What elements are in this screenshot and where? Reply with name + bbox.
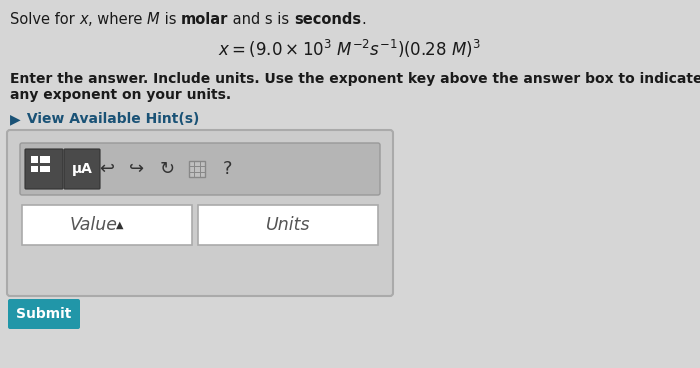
- FancyBboxPatch shape: [7, 130, 393, 296]
- Bar: [40, 166, 50, 172]
- Text: $x = (9.0 \times 10^3\ M^{-2}s^{-1})(0.28\ M)^3$: $x = (9.0 \times 10^3\ M^{-2}s^{-1})(0.2…: [218, 38, 482, 60]
- Text: molar: molar: [181, 12, 228, 27]
- Bar: [31, 166, 38, 172]
- Text: seconds: seconds: [294, 12, 361, 27]
- Text: Value: Value: [69, 216, 118, 234]
- Text: any exponent on your units.: any exponent on your units.: [10, 88, 231, 102]
- FancyBboxPatch shape: [25, 149, 63, 189]
- Bar: [198, 205, 378, 245]
- Text: ↪: ↪: [130, 160, 145, 178]
- FancyBboxPatch shape: [8, 299, 80, 329]
- Text: Submit: Submit: [16, 307, 71, 321]
- Text: M: M: [147, 12, 160, 27]
- Text: View Available Hint(s): View Available Hint(s): [22, 112, 200, 126]
- Text: ▶: ▶: [10, 112, 20, 126]
- FancyBboxPatch shape: [20, 143, 380, 195]
- Bar: [40, 156, 50, 163]
- Text: ▲: ▲: [116, 220, 123, 230]
- Text: ?: ?: [223, 160, 232, 178]
- Text: Enter the answer. Include units. Use the exponent key above the answer box to in: Enter the answer. Include units. Use the…: [10, 72, 700, 86]
- Text: ↻: ↻: [160, 160, 174, 178]
- Text: x: x: [79, 12, 88, 27]
- Bar: [22, 205, 192, 245]
- Text: Solve for: Solve for: [10, 12, 79, 27]
- Text: is: is: [160, 12, 181, 27]
- Text: and s is: and s is: [228, 12, 294, 27]
- Bar: [31, 156, 38, 163]
- Text: ↩: ↩: [99, 160, 115, 178]
- Text: μA: μA: [71, 162, 92, 176]
- FancyBboxPatch shape: [64, 149, 100, 189]
- Text: Units: Units: [266, 216, 310, 234]
- Text: , where: , where: [88, 12, 147, 27]
- FancyBboxPatch shape: [189, 161, 205, 177]
- Text: .: .: [361, 12, 365, 27]
